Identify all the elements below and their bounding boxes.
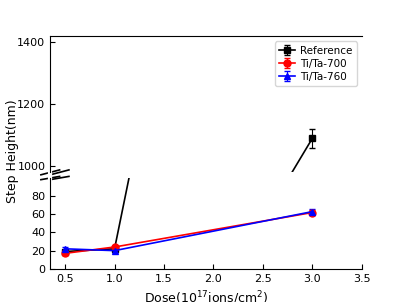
- Legend: Reference, Ti/Ta-700, Ti/Ta-760: Reference, Ti/Ta-700, Ti/Ta-760: [274, 41, 356, 86]
- Text: Step Height(nm): Step Height(nm): [6, 99, 19, 203]
- X-axis label: Dose(10$^{17}$ions/cm$^2$): Dose(10$^{17}$ions/cm$^2$): [144, 289, 267, 302]
